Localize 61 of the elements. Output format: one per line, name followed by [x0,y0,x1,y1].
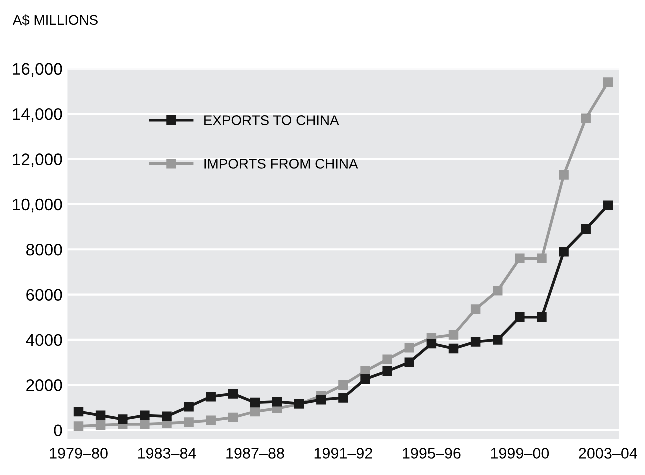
point [272,397,282,407]
point [382,354,392,364]
x-tick-label: 1991–92 [314,448,372,459]
point [426,338,437,349]
point [448,344,459,354]
point [96,410,106,421]
y-tick-label: 8000 [26,244,62,256]
point [493,286,503,296]
y-tick-label: 6000 [26,289,62,301]
point [382,366,392,376]
point [162,412,172,422]
y-tick-label: 4000 [26,334,62,346]
legend-label: EXPORTS TO CHINA [204,116,340,126]
point [338,380,348,390]
point [581,114,591,124]
point [493,335,503,345]
point [470,337,481,347]
x-tick-label: 1995–96 [403,448,461,459]
point [206,392,216,402]
point [228,389,238,399]
y-tick-label: 10,000 [13,198,62,213]
point [140,420,150,430]
x-tick-label: 1983–84 [138,448,196,459]
y-axis-title: A$ MILLIONS [12,14,98,26]
point [74,406,84,417]
point [140,410,150,421]
point [448,330,459,340]
point [559,170,569,180]
point [338,393,348,403]
x-tick-label: 1979–80 [50,448,108,459]
y-tick-label: 12,000 [13,154,62,168]
point [470,304,481,314]
point [184,402,194,412]
x-tick-label: 1999–00 [491,448,550,459]
point [537,312,547,322]
x-tick-label: 1987–88 [226,448,284,459]
x-tick-label: 2003–04 [579,448,638,459]
point [250,398,260,408]
point [581,224,591,234]
point [316,394,326,405]
point [603,200,614,210]
y-tick-label: 14,000 [13,108,62,122]
point [404,343,414,353]
point [74,422,84,432]
point [515,312,525,322]
legend-label: IMPORTS FROM CHINA [204,159,358,169]
y-tick-label: 2000 [26,380,62,392]
point [96,420,106,430]
point [559,247,569,257]
point [360,374,370,384]
point [250,406,260,417]
y-tick-label: 0 [54,424,62,437]
point [118,414,128,424]
point [206,416,216,426]
point [228,412,238,423]
point [404,358,414,368]
point [603,78,614,88]
point [184,418,194,428]
y-tick-label: 16,000 [13,63,62,78]
point [515,254,525,264]
point [537,254,547,264]
